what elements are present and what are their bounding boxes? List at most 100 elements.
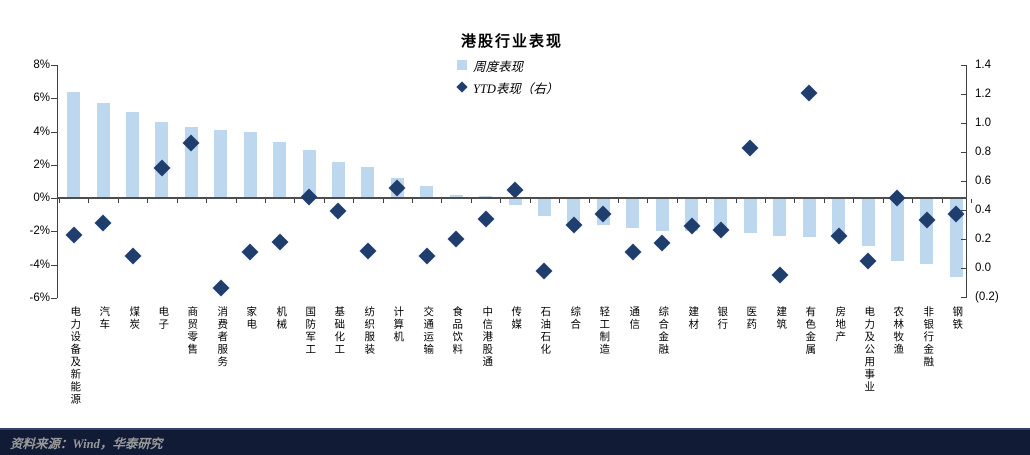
right-axis-tick (961, 268, 967, 269)
ytd-diamond (241, 243, 259, 261)
x-axis-tick (265, 199, 266, 203)
weekly-bar (97, 103, 110, 197)
y-axis-tick-label-right: 1.4 (975, 59, 991, 71)
weekly-bar-swatch-icon (457, 60, 467, 70)
weekly-bar (862, 199, 875, 246)
x-axis-tick (441, 199, 442, 203)
weekly-bar (273, 142, 286, 197)
x-axis-label: 通信 (628, 306, 640, 331)
y-axis-tick-label-right: 0.6 (975, 175, 991, 187)
weekly-bar (420, 186, 433, 197)
x-axis-tick (912, 199, 913, 203)
x-axis-tick (177, 199, 178, 203)
x-axis-tick (383, 199, 384, 203)
x-axis-tick (706, 199, 707, 203)
ytd-diamond (447, 230, 465, 248)
x-axis-tick (589, 199, 590, 203)
x-axis-label: 建材 (687, 306, 699, 331)
right-axis-tick (961, 210, 967, 211)
left-axis-tick (51, 65, 57, 66)
ytd-diamond (418, 247, 436, 265)
x-axis-tick (236, 199, 237, 203)
x-axis-tick (412, 199, 413, 203)
ytd-diamond (477, 210, 495, 228)
x-axis-tick (118, 199, 119, 203)
y-axis-tick-label-left: 4% (33, 125, 50, 138)
y-axis-tick-label-right: (0.2) (975, 291, 999, 303)
x-axis-label: 非银行金融 (922, 306, 934, 369)
x-axis-label: 银行 (716, 306, 728, 331)
left-axis-tick (51, 98, 57, 100)
x-axis-tick (794, 199, 795, 203)
chart-legend: 周度表现 YTD表现（右） (456, 54, 558, 98)
x-axis-label: 机械 (275, 306, 287, 331)
x-axis-tick (324, 199, 325, 203)
x-axis-tick (736, 199, 737, 203)
weekly-bar (744, 199, 757, 233)
weekly-bar (920, 199, 933, 264)
x-axis-label: 电子 (157, 306, 169, 331)
x-axis-label: 电力及公用事业 (863, 306, 875, 394)
weekly-bar (361, 167, 374, 197)
weekly-bar (214, 130, 227, 197)
x-axis-label: 商贸零售 (186, 306, 198, 356)
ytd-diamond (741, 139, 759, 157)
ytd-diamond (859, 252, 877, 270)
right-axis-tick (961, 152, 967, 153)
left-axis-tick (51, 298, 57, 299)
ytd-diamond (506, 181, 524, 199)
left-axis-tick (51, 164, 57, 166)
weekly-bar (332, 162, 345, 197)
x-axis-label: 国防军工 (304, 306, 316, 356)
weekly-bar (67, 92, 80, 197)
weekly-bar (450, 195, 463, 197)
x-axis-label: 综合 (569, 306, 581, 331)
weekly-bar (244, 132, 257, 197)
x-axis-label: 煤炭 (128, 306, 140, 331)
legend-label-weekly: 周度表现 (473, 59, 524, 74)
x-axis-label: 房地产 (834, 306, 846, 344)
right-axis-tick (961, 94, 967, 95)
y-axis-tick-label-left: -6% (29, 292, 50, 304)
left-axis-tick (51, 231, 57, 233)
ytd-diamond (653, 234, 671, 252)
x-axis-label: 轻工制造 (598, 306, 610, 356)
right-axis-tick (961, 239, 967, 240)
ytd-diamond (359, 242, 377, 260)
x-axis-label: 消费者服务 (216, 306, 228, 369)
left-axis-tick (51, 131, 57, 133)
x-axis-tick (824, 199, 825, 203)
x-axis-label: 综合金融 (657, 306, 669, 356)
weekly-bar (538, 199, 551, 216)
x-axis-tick (530, 199, 531, 203)
weekly-bar (479, 196, 492, 197)
zero-baseline (57, 197, 967, 199)
weekly-bar (626, 199, 639, 228)
weekly-bar (891, 199, 904, 261)
weekly-bar (509, 199, 522, 205)
ytd-diamond (212, 279, 230, 297)
y-axis-tick-label-right: 1.2 (975, 88, 991, 100)
x-axis-label: 钢铁 (951, 306, 963, 331)
y-axis-tick-label-right: 0.8 (975, 146, 991, 158)
x-axis-tick (559, 199, 560, 203)
x-axis-tick (677, 199, 678, 203)
weekly-bar (155, 122, 168, 197)
weekly-bar (656, 199, 669, 231)
y-axis-tick-label-left: 2% (33, 158, 50, 171)
y-axis-tick-label-right: 0.2 (975, 233, 991, 245)
x-axis-tick (206, 199, 207, 203)
ytd-diamond (65, 226, 83, 244)
weekly-bar (303, 150, 316, 197)
ytd-diamond (124, 247, 142, 265)
x-axis-tick (147, 199, 148, 203)
x-axis-tick (942, 199, 943, 203)
y-axis-tick-label-right: 1.0 (975, 117, 991, 129)
ytd-diamond (624, 243, 642, 261)
x-axis-tick (88, 199, 89, 203)
weekly-bar (803, 199, 816, 237)
x-axis-tick (59, 199, 60, 203)
source-text: 资料来源：Wind，华泰研究 (10, 437, 163, 451)
ytd-diamond (771, 266, 789, 284)
x-axis-label: 汽车 (98, 306, 110, 331)
